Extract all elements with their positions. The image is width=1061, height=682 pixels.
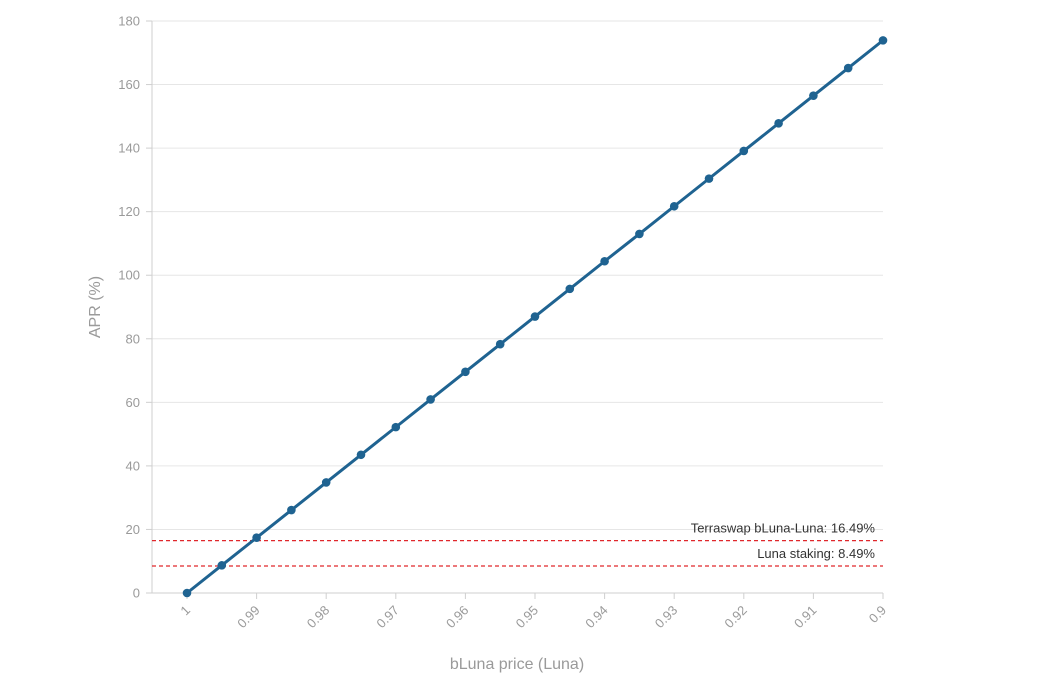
y-tick-label: 0 bbox=[133, 586, 140, 601]
data-point bbox=[356, 450, 366, 460]
reference-line-label: Terraswap bLuna-Luna: 16.49% bbox=[691, 521, 876, 536]
x-tick-label: 0.95 bbox=[513, 603, 542, 632]
x-tick-label: 0.97 bbox=[373, 603, 402, 632]
x-tick-label: 0.94 bbox=[582, 603, 611, 632]
data-point bbox=[774, 119, 783, 128]
y-tick-label: 160 bbox=[118, 77, 140, 92]
x-tick-label: 1 bbox=[177, 603, 193, 619]
y-tick-label: 40 bbox=[126, 458, 140, 473]
y-tick-label: 60 bbox=[126, 395, 140, 410]
y-axis-title: APR (%) bbox=[87, 276, 104, 338]
data-point bbox=[669, 201, 679, 211]
reference-lines: Terraswap bLuna-Luna: 16.49% Luna staking… bbox=[152, 521, 883, 567]
y-tick-label: 120 bbox=[118, 204, 140, 219]
data-point bbox=[600, 256, 609, 266]
x-tick-label: 0.92 bbox=[721, 603, 750, 632]
data-point bbox=[426, 395, 435, 404]
data-point bbox=[182, 588, 192, 598]
y-tick-label: 20 bbox=[126, 522, 140, 537]
x-tick-label: 0.91 bbox=[791, 603, 820, 632]
y-tick-label: 100 bbox=[118, 268, 140, 283]
x-tick-label: 0.93 bbox=[652, 603, 681, 632]
series-layer bbox=[182, 36, 888, 598]
data-point bbox=[461, 367, 470, 377]
grid-lines bbox=[152, 20, 883, 530]
data-point bbox=[843, 63, 853, 73]
x-tick-label: 0.99 bbox=[234, 603, 263, 632]
data-point bbox=[252, 533, 261, 543]
y-tick-label: 140 bbox=[118, 141, 140, 156]
reference-line-label: Luna staking: 8.49% bbox=[757, 546, 875, 561]
data-point bbox=[530, 312, 540, 321]
data-point bbox=[878, 36, 888, 45]
data-point bbox=[635, 229, 644, 239]
x-tick-label: 0.9 bbox=[866, 603, 889, 626]
data-point bbox=[287, 505, 296, 515]
data-point bbox=[495, 339, 505, 349]
y-axis-ticks: 0 20 40 60 80 100 120 140 160 180 bbox=[118, 14, 152, 601]
data-point bbox=[217, 561, 227, 570]
data-point bbox=[704, 174, 714, 183]
y-tick-label: 180 bbox=[118, 14, 140, 29]
data-point bbox=[391, 422, 401, 432]
data-point bbox=[809, 91, 818, 100]
y-tick-label: 80 bbox=[126, 331, 140, 346]
x-axis-title: bLuna price (Luna) bbox=[450, 656, 584, 673]
x-axis-ticks: 1 0.99 0.98 0.97 0.96 0.95 0.94 0.93 0.92 0.91 0.9 bbox=[177, 593, 889, 631]
data-point bbox=[321, 478, 331, 487]
data-point bbox=[739, 146, 749, 156]
data-point bbox=[565, 284, 575, 294]
x-tick-label: 0.96 bbox=[443, 603, 472, 632]
axes bbox=[151, 21, 883, 594]
x-tick-label: 0.98 bbox=[304, 603, 333, 632]
